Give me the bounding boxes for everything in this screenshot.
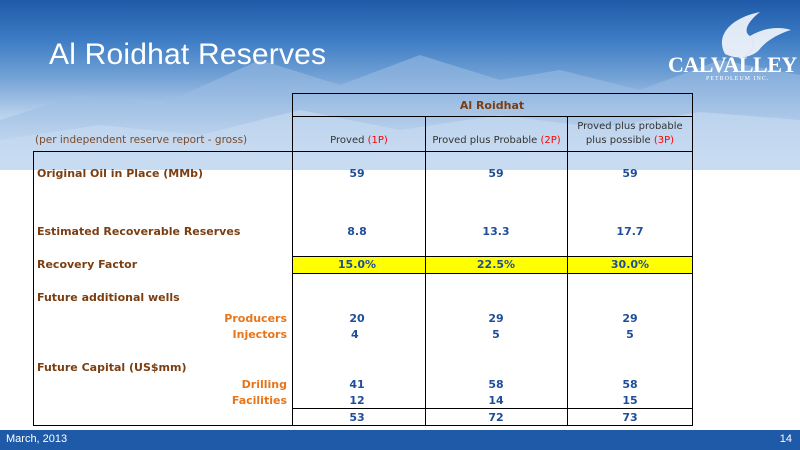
ooip-2p: 59: [488, 167, 504, 180]
row-label-drilling: Drilling: [241, 378, 287, 391]
recovery-factor-highlight: [292, 256, 692, 273]
table-total-divider: [292, 408, 693, 409]
row-label-recovery-factor: Recovery Factor: [37, 258, 138, 271]
row-label-future-wells: Future additional wells: [37, 291, 180, 304]
column-header-3p-label: plus possible: [585, 135, 654, 146]
logo-subtitle: PETROLEUM INC.: [706, 76, 770, 82]
facilities-2p: 14: [488, 394, 504, 407]
column-header-1p: Proved (1P): [293, 135, 425, 146]
table-border-top: [292, 93, 693, 94]
drilling-2p: 58: [488, 378, 504, 391]
row-label-facilities: Facilities: [231, 394, 287, 407]
table-header-divider: [33, 151, 693, 152]
producers-3p: 29: [622, 312, 638, 325]
injectors-1p: 4: [351, 328, 359, 341]
table-col3-edge: [567, 116, 568, 426]
capital-total-3p: 73: [622, 411, 638, 424]
eagle-logo-icon: [721, 12, 791, 58]
table-right-edge: [692, 93, 693, 426]
drilling-1p: 41: [349, 378, 365, 391]
footer-bar: [0, 430, 800, 450]
capital-total-2p: 72: [488, 411, 504, 424]
column-header-3p-line2: plus possible (3P): [568, 135, 692, 146]
row-label-injectors: Injectors: [232, 328, 287, 341]
column-header-1p-label: Proved: [330, 135, 368, 146]
table-group-divider: [292, 116, 693, 117]
column-header-2p: Proved plus Probable (2P): [426, 135, 567, 146]
table-col2-edge: [425, 116, 426, 426]
column-header-1p-code: (1P): [367, 135, 388, 146]
ooip-1p: 59: [349, 167, 365, 180]
row-label-ooip: Original Oil in Place (MMb): [37, 167, 204, 180]
table-border-bottom: [33, 425, 693, 426]
page-number: 14: [779, 433, 792, 445]
err-3p: 17.7: [616, 225, 644, 238]
err-2p: 13.3: [482, 225, 510, 238]
column-header-3p-line1: Proved plus probable: [577, 121, 683, 132]
drilling-3p: 58: [622, 378, 638, 391]
rf-2p: 22.5%: [476, 258, 516, 271]
injectors-2p: 5: [492, 328, 500, 341]
row-label-producers: Producers: [224, 312, 287, 325]
table-group-header: Al Roidhat: [459, 99, 525, 112]
footer-date: March, 2013: [6, 433, 68, 445]
column-header-2p-label: Proved plus Probable: [432, 135, 541, 146]
facilities-3p: 15: [622, 394, 638, 407]
mountain-background: [0, 55, 800, 170]
rf-3p: 30.0%: [610, 258, 650, 271]
column-header-2p-code: (2P): [540, 135, 561, 146]
row-label-future-capital: Future Capital (US$mm): [37, 361, 187, 374]
injectors-3p: 5: [626, 328, 634, 341]
producers-2p: 29: [488, 312, 504, 325]
ooip-3p: 59: [622, 167, 638, 180]
table-rf-bottom: [292, 273, 693, 274]
slide-title: Al Roidhat Reserves: [49, 38, 327, 71]
table-left-edge: [33, 151, 34, 426]
producers-1p: 20: [349, 312, 365, 325]
column-header-3p-code: (3P): [653, 135, 675, 146]
table-note: (per independent reserve report - gross): [35, 134, 248, 146]
rf-1p: 15.0%: [337, 258, 377, 271]
table-col1-edge: [292, 93, 293, 426]
table-rf-top: [292, 256, 693, 257]
err-1p: 8.8: [347, 225, 367, 238]
capital-total-1p: 53: [349, 411, 365, 424]
logo-wordmark: CALVALLEY: [668, 52, 797, 77]
row-label-err: Estimated Recoverable Reserves: [37, 225, 241, 238]
facilities-1p: 12: [349, 394, 365, 407]
